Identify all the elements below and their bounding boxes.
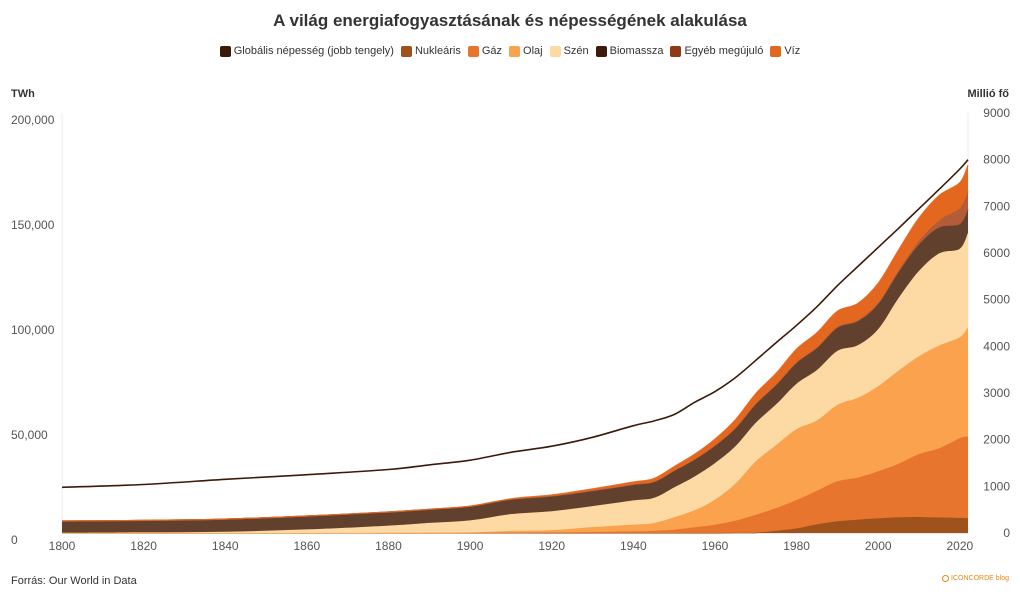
- chart-title: A világ energiafogyasztásának és népessé…: [273, 11, 747, 30]
- x-tick-label: 1940: [620, 539, 647, 553]
- right-tick-label: 3000: [983, 386, 1010, 400]
- x-tick-label: 2020: [946, 539, 973, 553]
- left-axis-title: TWh: [11, 88, 35, 100]
- source-note: Forrás: Our World in Data: [11, 575, 137, 587]
- x-tick-label: 1880: [375, 539, 402, 553]
- legend-swatch-biomass: [595, 45, 607, 57]
- left-tick-label: 50,000: [11, 428, 48, 442]
- right-tick-label: 7000: [983, 199, 1010, 213]
- left-tick-label: 150,000: [11, 218, 55, 232]
- right-tick-label: 8000: [983, 153, 1010, 167]
- left-tick-label: 100,000: [11, 323, 55, 337]
- legend-swatch-nuclear: [400, 45, 412, 57]
- right-tick-label: 9000: [983, 106, 1010, 120]
- legend-label-hydro: Víz: [784, 45, 801, 57]
- right-tick-label: 1000: [983, 479, 1010, 493]
- x-tick-label: 1820: [130, 539, 157, 553]
- legend-item-oil[interactable]: Olaj: [509, 45, 543, 57]
- legend-swatch-other-renewables: [670, 45, 682, 57]
- legend-item-gas[interactable]: Gáz: [467, 45, 503, 57]
- legend-label-gas: Gáz: [481, 45, 503, 57]
- area-edge-6: [61, 164, 969, 522]
- left-tick-label: 0: [11, 533, 18, 547]
- x-tick-label: 1860: [294, 539, 321, 553]
- legend-item-hydro[interactable]: Víz: [770, 45, 800, 57]
- legend-label-nuclear: Nukleáris: [414, 45, 461, 57]
- population-line: [61, 159, 969, 489]
- x-tick-label: 1800: [49, 539, 76, 553]
- right-tick-label: 2000: [983, 433, 1010, 447]
- legend-label-biomass: Biomassza: [609, 45, 664, 57]
- legend-item-population[interactable]: Globális népesség (jobb tengely): [219, 45, 394, 57]
- right-tick-label: 4000: [983, 339, 1010, 353]
- legend-swatch-oil: [509, 45, 521, 57]
- legend-item-nuclear[interactable]: Nukleáris: [400, 45, 461, 57]
- left-tick-label: 200,000: [11, 113, 55, 127]
- legend-swatch-hydro: [770, 45, 782, 57]
- legend-item-coal[interactable]: Szén: [549, 45, 589, 57]
- right-tick-label: 5000: [983, 293, 1010, 307]
- x-tick-label: 1900: [457, 539, 484, 553]
- x-tick-label: 2000: [865, 539, 892, 553]
- x-tick-label: 1980: [783, 539, 810, 553]
- area-olaj: [62, 327, 968, 533]
- brand-text: ICONCORDE blog: [951, 575, 1009, 582]
- x-tick-label: 1920: [538, 539, 565, 553]
- right-tick-label: 6000: [983, 246, 1010, 260]
- legend-item-other-renewables[interactable]: Egyéb megújuló: [670, 45, 763, 57]
- brand-icon: [942, 575, 950, 582]
- x-tick-label: 1960: [702, 539, 729, 553]
- area-szén: [62, 232, 968, 533]
- legend-label-population: Globális népesség (jobb tengely): [233, 45, 394, 57]
- right-axis-title: Millió fő: [967, 88, 1009, 100]
- x-tick-label: 1840: [212, 539, 239, 553]
- legend-item-biomass[interactable]: Biomassza: [595, 45, 664, 57]
- brand-logo: ICONCORDE blog: [942, 575, 1009, 582]
- legend-swatch-coal: [549, 45, 561, 57]
- legend-label-other-renewables: Egyéb megújuló: [684, 45, 764, 57]
- legend-swatch-population: [219, 45, 231, 57]
- legend: Globális népesség (jobb tengely) Nukleár…: [0, 45, 1020, 57]
- legend-label-coal: Szén: [563, 45, 589, 57]
- legend-swatch-gas: [467, 45, 479, 57]
- right-tick-label: 0: [1003, 526, 1010, 540]
- legend-label-oil: Olaj: [523, 45, 543, 57]
